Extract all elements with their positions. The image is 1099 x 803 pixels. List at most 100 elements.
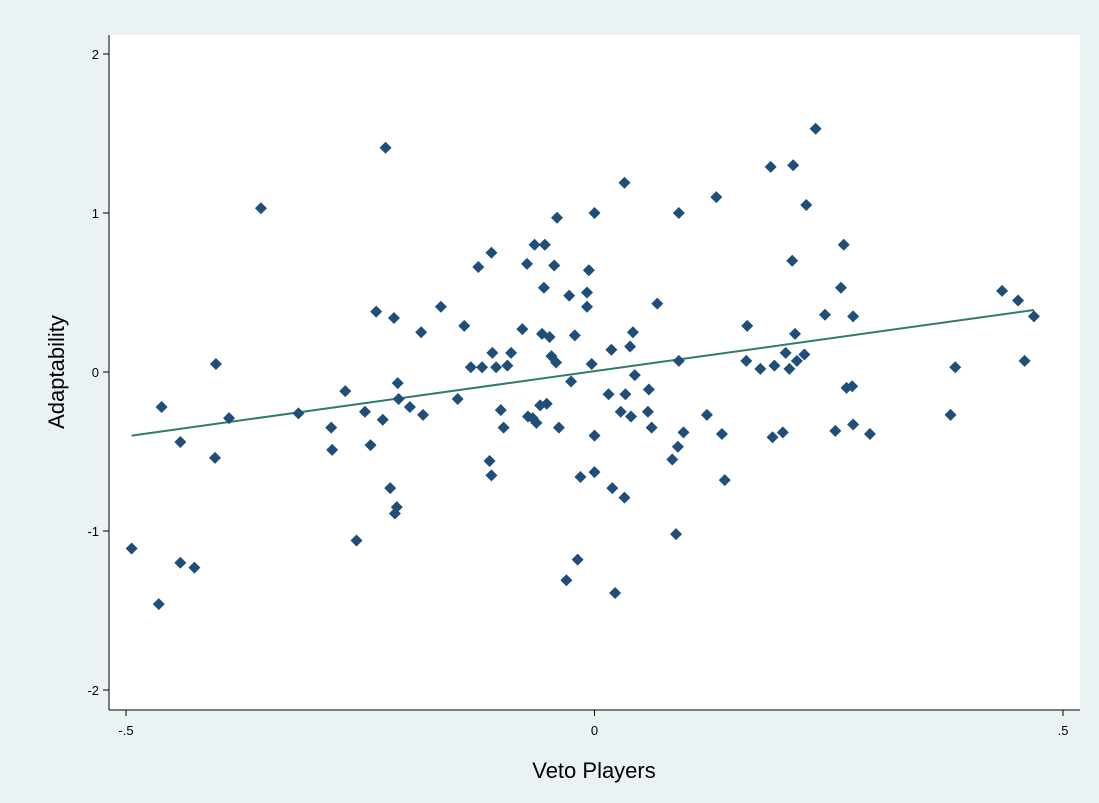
fit-line-layer [131, 308, 1035, 437]
data-point [358, 405, 371, 418]
data-point [223, 412, 236, 425]
data-point [155, 400, 168, 413]
data-point [628, 369, 641, 382]
data-point [292, 407, 305, 420]
data-point [494, 404, 507, 417]
data-point [574, 470, 587, 483]
data-point [501, 359, 514, 372]
data-point [618, 176, 631, 189]
data-point [809, 122, 822, 135]
data-point [787, 159, 800, 172]
data-point [581, 286, 594, 299]
data-point [754, 362, 767, 375]
data-point [582, 264, 595, 277]
data-point [670, 528, 683, 541]
data-point [188, 561, 201, 574]
data-point [602, 388, 615, 401]
data-point [626, 326, 639, 339]
data-point [516, 323, 529, 336]
data-point [521, 257, 534, 270]
data-point [552, 421, 565, 434]
data-point [677, 426, 690, 439]
data-point [485, 246, 498, 259]
data-point [174, 435, 187, 448]
data-point [641, 405, 654, 418]
data-point [790, 354, 803, 367]
data-point [588, 429, 601, 442]
data-point [619, 388, 632, 401]
fit-line [131, 308, 1035, 437]
data-point [209, 451, 222, 464]
data-point [800, 199, 813, 212]
data-point [390, 501, 403, 514]
data-point [538, 238, 551, 251]
data-point [485, 469, 498, 482]
data-point [779, 346, 792, 359]
data-point [472, 261, 485, 274]
data-point [585, 358, 598, 371]
data-point [325, 421, 338, 434]
data-point [548, 259, 561, 272]
data-point [403, 400, 416, 413]
data-point [1027, 310, 1040, 323]
data-point [152, 598, 165, 611]
data-point [571, 553, 584, 566]
data-point [537, 281, 550, 294]
data-point [740, 354, 753, 367]
data-point [392, 393, 405, 406]
data-point [837, 238, 850, 251]
y-tick-label: 1 [92, 206, 99, 221]
data-point [846, 380, 859, 393]
x-axis-title: Veto Players [532, 758, 656, 783]
data-point [741, 319, 754, 332]
data-point [458, 319, 471, 332]
data-point [451, 393, 464, 406]
data-point [710, 191, 723, 204]
x-tick-label: 0 [591, 723, 598, 738]
x-tick-label: -.5 [118, 723, 133, 738]
data-point [505, 346, 518, 359]
data-point [944, 408, 957, 421]
data-point [829, 424, 842, 437]
plot-area [109, 35, 1080, 710]
data-point [645, 421, 658, 434]
data-point [718, 474, 731, 487]
y-tick-label: -1 [87, 524, 99, 539]
y-tick-label: 2 [92, 47, 99, 62]
data-point [666, 453, 679, 466]
data-point [588, 207, 601, 219]
data-point [863, 428, 876, 441]
data-point [798, 348, 811, 361]
data-point [387, 311, 400, 324]
data-point [776, 426, 789, 439]
y-axis-ticks: -2 -1 0 1 2 [87, 47, 109, 698]
data-point [384, 482, 397, 495]
data-point [614, 405, 627, 418]
data-point [376, 413, 389, 426]
data-point [391, 377, 404, 390]
y-tick-label: 0 [92, 365, 99, 380]
data-point [625, 410, 638, 423]
data-point [530, 416, 543, 429]
data-points [125, 122, 1040, 611]
data-point [543, 331, 556, 344]
data-point [540, 397, 553, 410]
data-point [209, 358, 222, 371]
data-point [651, 297, 664, 310]
data-point [768, 359, 781, 372]
data-point [789, 327, 802, 340]
data-point [370, 305, 383, 318]
data-point [588, 466, 601, 479]
data-point [606, 482, 619, 495]
data-point [715, 428, 728, 441]
data-point [624, 340, 637, 353]
data-point [464, 361, 477, 374]
data-point [605, 343, 618, 356]
data-point [417, 408, 430, 421]
data-point [672, 354, 685, 367]
data-point [1018, 354, 1031, 367]
data-point [560, 574, 573, 587]
data-point [700, 408, 713, 421]
data-point [528, 238, 541, 251]
